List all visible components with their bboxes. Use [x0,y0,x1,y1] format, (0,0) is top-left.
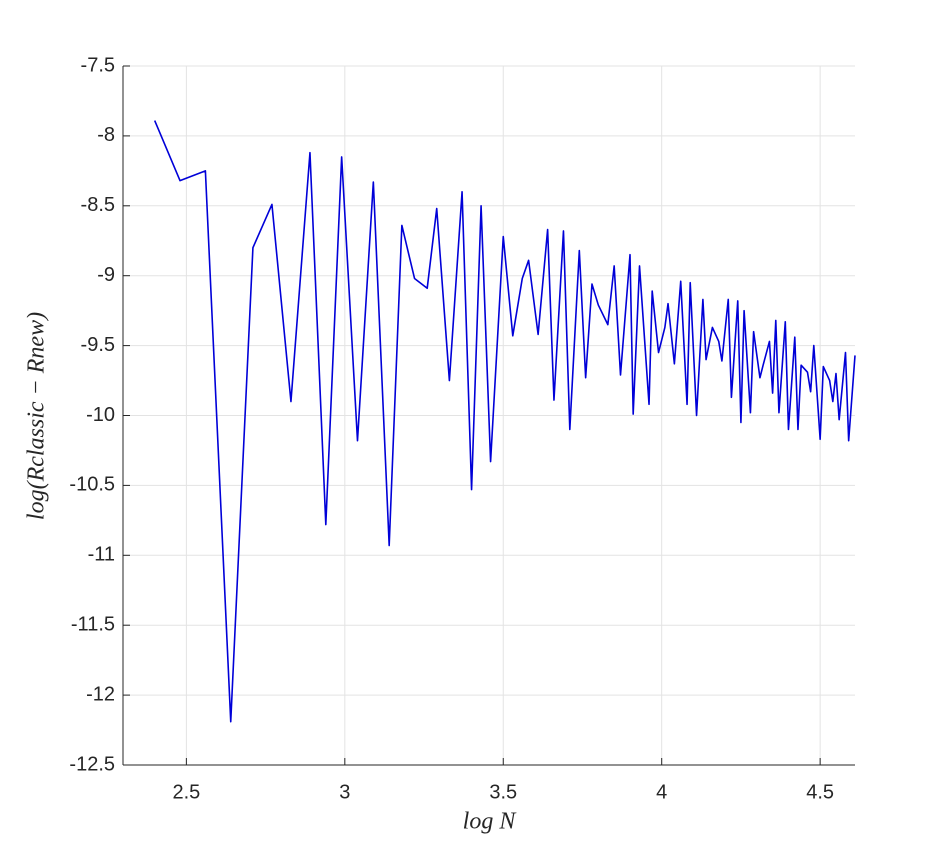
x-tick-label: 4 [656,781,667,803]
y-tick-label: -10.5 [69,474,115,496]
y-tick-label: -8.5 [81,194,115,216]
x-tick-label: 3.5 [489,781,517,803]
y-axis-title: log(Rclassic − Rnew) [24,312,50,520]
y-tick-label: -7.5 [81,54,115,76]
data-line [153,120,856,723]
y-tick-label: -12 [86,683,115,705]
y-tick-label: -11.5 [71,613,115,635]
y-tick-label: -9 [97,264,115,286]
x-tick-label: 4.5 [806,781,834,803]
x-axis-title: log N [463,809,518,835]
y-tick-label: -9.5 [81,334,115,356]
y-tick-label: -8 [97,124,115,146]
y-tick-label: -12.5 [69,753,115,775]
y-tick-label: -11 [88,544,115,566]
x-tick-label: 3 [339,781,350,803]
x-tick-label: 2.5 [172,781,200,803]
y-tick-label: -10 [86,404,115,426]
